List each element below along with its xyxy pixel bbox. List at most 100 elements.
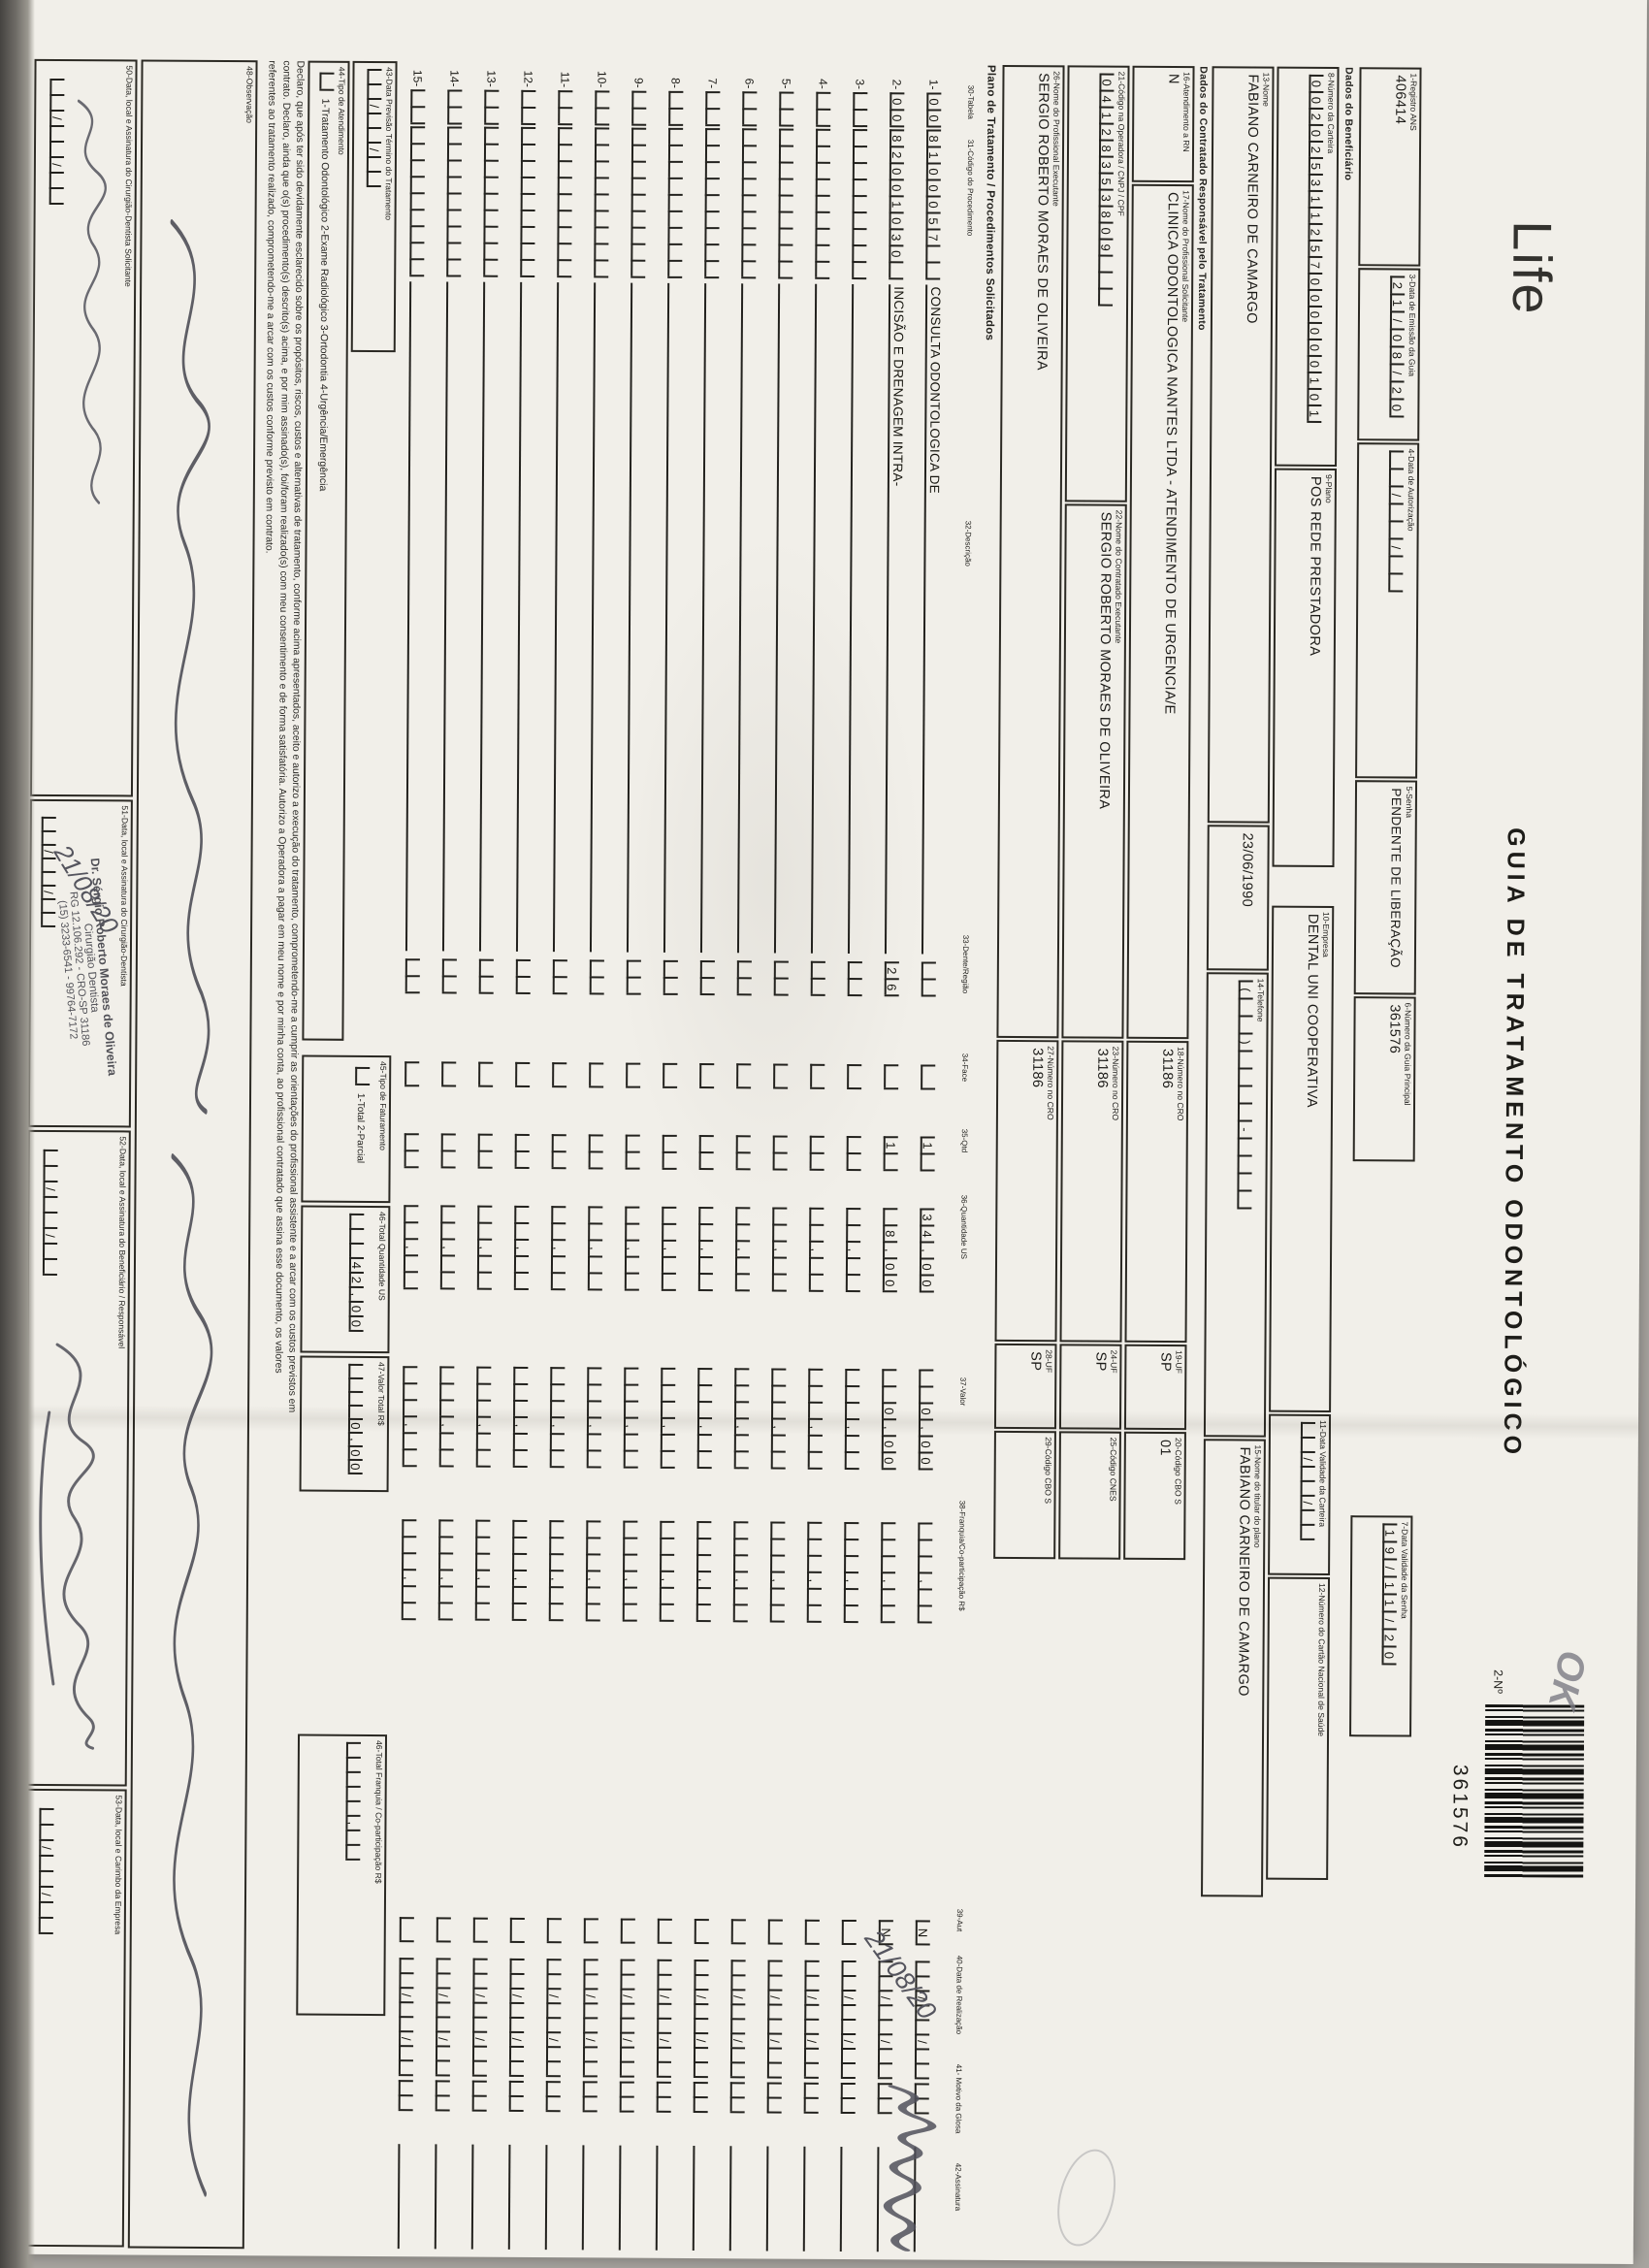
row-number: 8-	[668, 78, 683, 88]
comb-cell	[551, 1206, 566, 1223]
comb-cell: 0	[1308, 288, 1323, 306]
comb-cell: 5	[1308, 156, 1323, 174]
comb-cell: /	[1300, 1494, 1315, 1509]
col-header-qtd: 35-Qtd	[959, 1128, 969, 1153]
comb-cell: 0	[919, 1257, 935, 1275]
comb-cell	[475, 1432, 491, 1449]
descricao-line	[773, 283, 796, 954]
comb-cell	[808, 1401, 824, 1418]
comb-end-tick	[586, 1466, 601, 1469]
comb-cell: /	[767, 1989, 783, 2004]
comb-cell	[483, 258, 499, 275]
comb-cell	[404, 958, 420, 976]
comb-cell: 0	[1308, 272, 1323, 289]
comb-cell: 9	[1382, 1540, 1398, 1559]
comb-cell	[623, 1433, 638, 1450]
comb-end-tick	[699, 1086, 715, 1089]
comb-end-tick	[620, 1941, 635, 1944]
field-uf-solicitante: 19-UF SP	[1123, 1344, 1187, 1431]
comb-cell: 6	[884, 978, 899, 995]
comb-cell	[698, 1223, 714, 1241]
valor-cells: ,	[660, 1367, 676, 1469]
face-cells	[515, 1061, 531, 1087]
comb-cell: 2	[1389, 380, 1405, 399]
comb-cell	[772, 1151, 788, 1169]
comb-cell	[345, 1843, 361, 1859]
comb-cell	[483, 242, 499, 259]
comb-cell	[880, 1604, 895, 1622]
qtd-cells	[514, 1133, 530, 1169]
franquia-cells: ,	[585, 1520, 601, 1622]
comb-cell: 2	[884, 961, 899, 979]
comb-cell	[803, 2047, 820, 2062]
field-label: 3-Data de Emissão da Guia	[1406, 274, 1418, 377]
comb-end-tick	[804, 1942, 820, 1945]
dente-cells	[441, 958, 457, 994]
comb-cell	[409, 192, 425, 210]
comb-cell	[1300, 1436, 1315, 1451]
comb-cell	[1237, 1154, 1252, 1173]
comb-cell	[520, 192, 535, 211]
comb-end-tick	[588, 1167, 603, 1170]
comb-cell	[1300, 1479, 1315, 1495]
valor-cells: ,	[512, 1366, 529, 1468]
comb-end-tick	[695, 1620, 711, 1623]
comb-cell	[583, 1973, 598, 1989]
comb-cell: /	[1389, 363, 1405, 381]
comb-cell	[734, 1256, 751, 1274]
comb-cell	[472, 1958, 488, 1973]
comb-cell: /	[730, 1989, 746, 2004]
comb-end-tick	[471, 2109, 487, 2112]
comb-cell	[741, 178, 757, 195]
comb-cell	[550, 1255, 566, 1273]
comb-cell: ,	[662, 1239, 677, 1256]
comb-cell	[436, 1958, 451, 1973]
comb-cell	[595, 90, 610, 108]
comb-end-tick	[476, 1287, 492, 1290]
comb-cell	[844, 1521, 859, 1539]
comb-cell: )	[1238, 1032, 1253, 1051]
comb-cell	[804, 1960, 820, 1975]
comb-cell	[1300, 1465, 1315, 1480]
comb-end-tick	[767, 1942, 783, 1945]
form-title: GUIA DE TRATAMENTO ODONTOLÓGICO	[1498, 827, 1530, 1460]
comb-cell: 0	[347, 1444, 363, 1459]
checkbox-cell	[319, 72, 335, 91]
comb-cell: ,	[440, 1238, 456, 1255]
comb-cell	[398, 2059, 413, 2075]
comb-cell	[735, 1223, 751, 1241]
comb-cell: /	[39, 1838, 54, 1856]
comb-cell	[925, 244, 941, 262]
comb-cell	[883, 1208, 898, 1225]
comb-cell	[515, 975, 531, 992]
comb-cell	[733, 1450, 749, 1468]
comb-cell	[733, 1434, 749, 1451]
comb-cell: 3	[1098, 155, 1114, 173]
valor-cells: ,	[770, 1368, 787, 1470]
comb-cell: /	[804, 2032, 820, 2048]
us-cells: ,	[808, 1207, 824, 1292]
comb-cell	[1388, 468, 1405, 486]
comb-cell: /	[841, 1989, 857, 2005]
comb-cell	[476, 1382, 492, 1400]
comb-cell	[441, 958, 457, 976]
comb-end-tick	[656, 2110, 671, 2113]
comb-end-tick	[435, 2074, 450, 2077]
comb-cell: 1	[883, 1136, 898, 1153]
section-beneficiario: Dados do Beneficiário	[1342, 67, 1355, 181]
comb-cell: 0	[925, 178, 941, 196]
comb-end-tick	[513, 1287, 529, 1290]
comb-cell	[447, 106, 463, 123]
comb-end-tick	[557, 275, 572, 278]
comb-cell	[1389, 450, 1405, 469]
valor-cells: ,	[844, 1368, 860, 1471]
comb-cell	[882, 1369, 897, 1386]
comb-cell: 0	[889, 92, 905, 110]
comb-cell	[398, 2094, 413, 2110]
comb-cell	[477, 1205, 493, 1222]
comb-cell	[921, 1064, 936, 1088]
comb-cell	[778, 260, 793, 277]
field-value: SERGIO ROBERTO MORAES DE OLIVEIRA	[1095, 511, 1114, 810]
comb-cell	[404, 1150, 419, 1167]
